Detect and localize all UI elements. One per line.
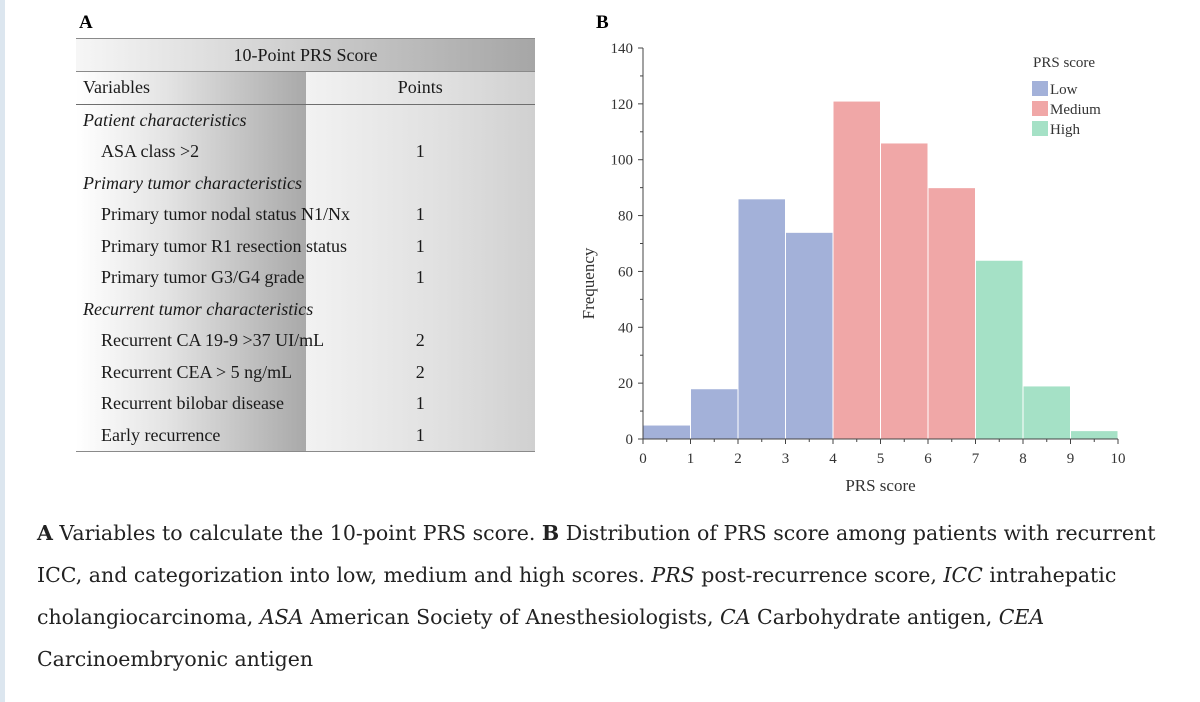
legend-swatch-high [1032, 121, 1048, 136]
caption-a-text: Variables to calculate the 10-point PRS … [52, 521, 542, 545]
y-tick-label: 40 [618, 320, 633, 336]
table-row: Early recurrence 1 [76, 419, 535, 452]
x-tick-label: 1 [687, 451, 695, 467]
x-tick-label: 10 [1111, 451, 1126, 467]
table-row: ASA class >2 1 [76, 136, 535, 168]
bar-low-bin-2 [737, 198, 786, 440]
variable-label: Recurrent CEA > 5 ng/mL [76, 356, 306, 388]
x-tick-label: 6 [924, 451, 932, 467]
abbr-term: CEA [998, 605, 1045, 629]
abbr-term: PRS [651, 563, 695, 587]
abbr-term: ICC [943, 563, 983, 587]
bar-high-bin-7 [975, 259, 1024, 440]
abbr-term: CA [720, 605, 751, 629]
abbr-definition: intrahepatic cholangiocarcinoma, [37, 563, 1117, 629]
x-tick-label: 3 [782, 451, 790, 467]
x-tick-label: 2 [734, 451, 742, 467]
points-value: 1 [305, 230, 535, 262]
points-value: 1 [305, 136, 535, 168]
y-tick-label: 80 [618, 209, 633, 225]
bar-high-bin-8 [1022, 385, 1071, 440]
bar-low-bin-1 [690, 388, 739, 440]
x-tick-label: 8 [1019, 451, 1027, 467]
abbr-term: ASA [259, 605, 304, 629]
legend-label-high: High [1050, 122, 1081, 138]
bar-medium-bin-6 [927, 187, 976, 440]
y-tick-label: 120 [611, 97, 634, 113]
y-tick-label: 60 [618, 264, 633, 280]
axes-layer: 0 20 40 60 80 100 120 140 0 1 2 3 4 5 6 7 8 9 10 PRS score F… [579, 41, 1126, 495]
x-axis-title: PRS score [845, 476, 915, 495]
x-tick-label: 7 [972, 451, 980, 467]
legend-label-medium: Medium [1050, 102, 1101, 118]
table-row: Recurrent bilobar disease 1 [76, 388, 535, 420]
table-row: Primary tumor nodal status N1/Nx 1 [76, 199, 535, 231]
points-value: 1 [305, 199, 535, 231]
panel-b-label: B [596, 12, 609, 33]
table-section-row: Patient characteristics [76, 104, 535, 136]
points-value [305, 167, 535, 199]
variable-label: Primary tumor R1 resection status [76, 230, 347, 262]
section-label: Primary tumor characteristics [76, 167, 306, 199]
points-value [305, 293, 535, 325]
legend-swatch-low [1032, 81, 1048, 96]
caption-b-text: Distribution of PRS score among patients… [37, 521, 1156, 587]
bars-layer [642, 100, 1119, 440]
panel-a-label: A [79, 12, 93, 33]
x-tick-label: 0 [639, 451, 647, 467]
table-title: 10-Point PRS Score [76, 38, 535, 72]
section-label: Recurrent tumor characteristics [76, 293, 313, 325]
variable-label: Primary tumor nodal status N1/Nx [76, 199, 350, 231]
bar-low-bin-3 [785, 231, 834, 440]
figure-caption: A Variables to calculate the 10-point PR… [37, 512, 1177, 680]
x-tick-label: 4 [829, 451, 837, 467]
table-header-row: Variables Points [76, 71, 535, 105]
left-accent-bar [0, 0, 5, 702]
variable-label: Recurrent bilobar disease [76, 388, 306, 420]
y-axis-title: Frequency [579, 247, 598, 319]
y-tick-label: 100 [611, 153, 634, 169]
points-value: 1 [305, 388, 535, 420]
abbr-definition: post-recurrence score, [694, 563, 944, 587]
bar-medium-bin-5 [880, 142, 929, 440]
x-tick-label: 5 [877, 451, 885, 467]
abbr-definition: Carcinoembryonic antigen [37, 647, 314, 671]
points-value [305, 104, 535, 136]
prs-histogram-chart: 0 20 40 60 80 100 120 140 0 1 2 3 4 5 6 7 8 9 10 PRS score F… [579, 41, 1126, 495]
points-value: 1 [305, 419, 535, 452]
points-value: 1 [305, 262, 535, 294]
table-row: Primary tumor R1 resection status 1 [76, 230, 535, 262]
caption-b-label: B [541, 521, 560, 545]
legend-title: PRS score [1033, 55, 1095, 71]
variables-header: Variables [76, 71, 306, 105]
points-value: 2 [305, 325, 535, 357]
y-tick-label: 140 [611, 41, 634, 57]
bar-low-bin-0 [642, 424, 691, 440]
x-tick-label: 9 [1067, 451, 1075, 467]
table-row: Recurrent CEA > 5 ng/mL 2 [76, 356, 535, 388]
y-tick-label: 20 [618, 376, 633, 392]
caption-a-label: A [37, 521, 53, 545]
points-value: 2 [305, 356, 535, 388]
prs-score-table: 10-Point PRS Score Variables Points Pati… [76, 38, 535, 452]
table-row: Recurrent CA 19-9 >37 UI/mL 2 [76, 325, 535, 357]
points-header: Points [305, 71, 535, 105]
variable-label: Primary tumor G3/G4 grade [76, 262, 306, 294]
abbr-definition: American Society of Anesthesiologists, [303, 605, 721, 629]
table-section-row: Recurrent tumor characteristics [76, 293, 535, 325]
bar-high-bin-9 [1070, 430, 1119, 440]
table-title-row: 10-Point PRS Score [76, 38, 535, 72]
legend-layer: PRS score Low Medium High [1032, 55, 1101, 138]
legend-swatch-medium [1032, 101, 1048, 116]
legend-label-low: Low [1050, 82, 1078, 98]
table-row: Primary tumor G3/G4 grade 1 [76, 262, 535, 294]
variable-label: ASA class >2 [76, 136, 306, 168]
bar-medium-bin-4 [832, 100, 881, 440]
y-tick-label: 0 [626, 432, 634, 448]
section-label: Patient characteristics [76, 104, 306, 136]
variable-label: Early recurrence [76, 419, 306, 452]
abbr-definition: Carbohydrate antigen, [750, 605, 999, 629]
table-section-row: Primary tumor characteristics [76, 167, 535, 199]
variable-label: Recurrent CA 19-9 >37 UI/mL [76, 325, 324, 357]
